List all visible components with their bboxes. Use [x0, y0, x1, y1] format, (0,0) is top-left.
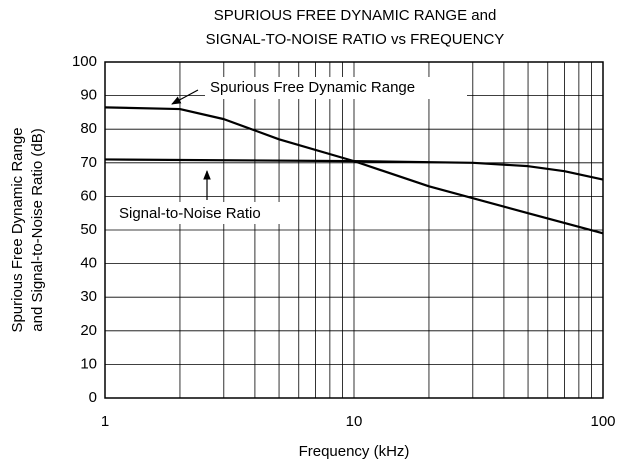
y-tick-label: 60 — [80, 187, 97, 204]
annotation: Signal-to-Noise Ratio — [119, 205, 261, 222]
annotation-arrow — [171, 89, 199, 105]
x-axis-label: Frequency (kHz) — [299, 443, 410, 460]
annotation-box — [205, 77, 467, 99]
y-tick-label: 0 — [89, 389, 97, 406]
line — [104, 106, 604, 235]
y-tick-label: 50 — [80, 221, 97, 238]
chart-title: SIGNAL-TO-NOISE RATIO vs FREQUENCY — [206, 31, 505, 48]
x-tick-label: 1 — [101, 413, 109, 430]
y-tick-label: 40 — [80, 255, 97, 272]
y-axis-label: Spurious Free Dynamic Range — [9, 127, 26, 332]
y-tick-label: 100 — [72, 53, 97, 70]
y-tick-label: 30 — [80, 288, 97, 305]
y-tick-label: 90 — [80, 87, 97, 104]
chart-title: SPURIOUS FREE DYNAMIC RANGE and — [214, 7, 497, 24]
y-tick-label: 10 — [80, 355, 97, 372]
x-tick-label: 100 — [590, 413, 615, 430]
y-tick-label: 80 — [80, 120, 97, 137]
y-axis-label: and Signal-to-Noise Ratio (dB) — [29, 128, 46, 331]
annotation-box — [114, 202, 288, 224]
line — [104, 158, 604, 181]
x-tick-label: 10 — [346, 413, 363, 430]
y-tick-label: 70 — [80, 154, 97, 171]
annotation: Spurious Free Dynamic Range — [210, 79, 415, 96]
y-tick-label: 20 — [80, 322, 97, 339]
